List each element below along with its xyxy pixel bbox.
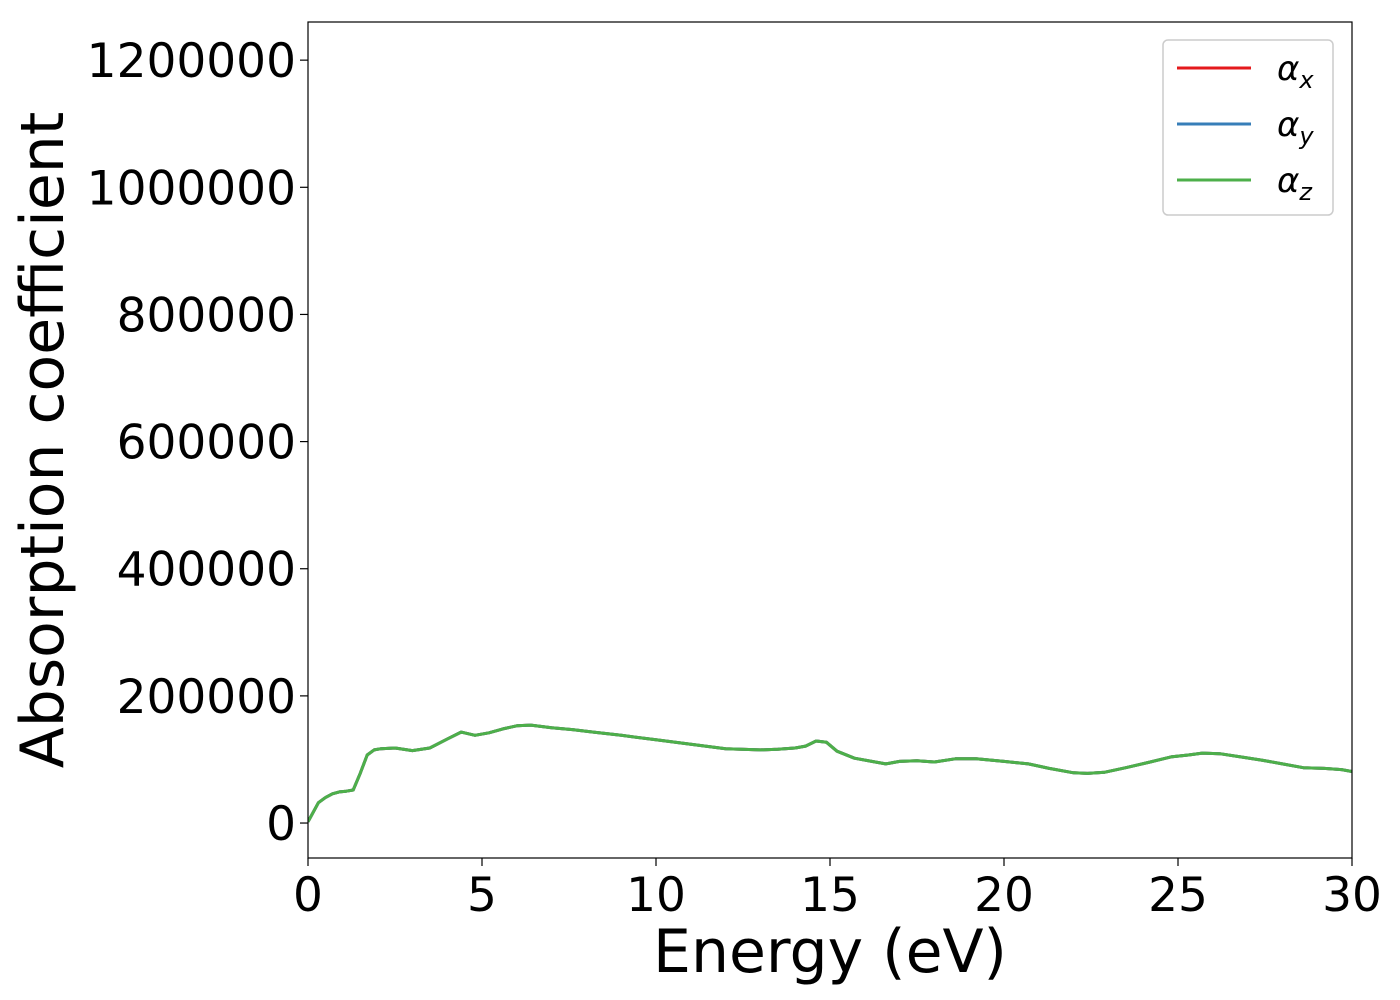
series-line-y <box>308 723 1352 823</box>
series-line-x <box>308 723 1352 823</box>
x-tick-label: 15 <box>800 868 860 923</box>
y-tick-label: 400000 <box>117 543 296 598</box>
x-axis: 0 5 10 15 20 25 30 <box>293 858 1382 923</box>
x-tick-label: 0 <box>293 868 323 923</box>
y-tick-label: 0 <box>266 797 296 852</box>
legend-label: αz <box>1277 161 1313 206</box>
x-tick-label: 5 <box>467 868 497 923</box>
y-tick-label: 1200000 <box>87 34 296 89</box>
y-tick-label: 800000 <box>117 288 296 343</box>
legend-label: αx <box>1277 49 1314 94</box>
series-line-z <box>308 723 1352 823</box>
y-axis-title: Absorption coefficient <box>8 112 78 769</box>
x-tick-label: 20 <box>974 868 1034 923</box>
x-tick-label: 10 <box>626 868 686 923</box>
y-axis: 0 200000 400000 600000 800000 1000000 1200000 <box>87 34 308 852</box>
y-tick-label: 600000 <box>117 416 296 471</box>
y-tick-label: 200000 <box>117 670 296 725</box>
legend-label: αy <box>1277 105 1314 150</box>
x-tick-label: 30 <box>1322 868 1382 923</box>
x-axis-title: Energy (eV) <box>653 917 1007 987</box>
x-tick-label: 25 <box>1148 868 1208 923</box>
legend: αx αy αz <box>1162 39 1334 216</box>
y-tick-label: 1000000 <box>87 161 296 216</box>
legend-box <box>1162 39 1334 216</box>
series-layer <box>308 723 1352 823</box>
